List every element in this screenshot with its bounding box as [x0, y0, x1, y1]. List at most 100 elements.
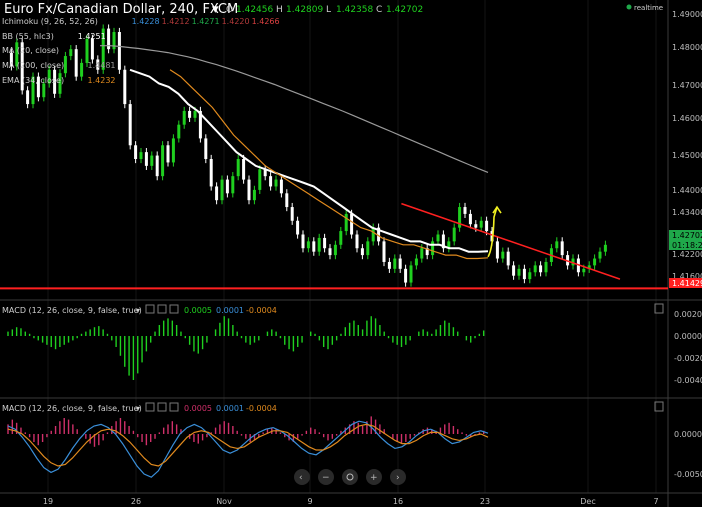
- time-axis[interactable]: 19 26 Nov 9 16 23 Dec 7: [43, 497, 659, 506]
- candle-body: [96, 59, 100, 70]
- macd2-maximize-icon[interactable]: [654, 401, 664, 412]
- candle-body: [9, 52, 13, 67]
- trendline[interactable]: [401, 202, 621, 280]
- candle-body: [495, 241, 499, 259]
- candle-body: [85, 38, 89, 63]
- candle-body: [225, 179, 229, 194]
- macd1-hide-icon[interactable]: [157, 304, 167, 314]
- symbol-dropdown-icon[interactable]: ▾: [212, 2, 219, 17]
- candle-body: [296, 220, 300, 235]
- indicator-line: [129, 68, 489, 253]
- candle-body: [474, 224, 478, 228]
- macd1-axis[interactable]: 0.0020 0.0000 -0.0020 -0.0040: [674, 310, 702, 385]
- current-price-tag-text: 1.42702: [672, 231, 702, 240]
- candle-body: [512, 265, 516, 276]
- candle-body: [90, 38, 94, 60]
- candle-body: [247, 179, 251, 201]
- candle-body: [533, 265, 537, 273]
- indicator-name[interactable]: Ichimoku (9, 26, 52, 26): [2, 17, 98, 26]
- arrow-head-icon: [492, 205, 502, 214]
- candle-body: [47, 69, 51, 84]
- realtime-dot-icon: [626, 4, 632, 10]
- macd2-settings-icon[interactable]: [145, 402, 155, 412]
- macd2-tick-label: -0.0050: [674, 470, 702, 479]
- time-tick-label: 16: [393, 497, 403, 506]
- ohlc-readout: O 1.42456 H 1.42809 L 1.42358 C 1.42702: [226, 5, 423, 15]
- ohlc-key: L: [326, 5, 331, 15]
- macd-pane-2[interactable]: [7, 416, 489, 478]
- candle-body: [539, 265, 543, 273]
- candle-body: [344, 213, 348, 232]
- indicator-name[interactable]: BB (55, hlc3): [2, 32, 54, 41]
- macd2-value-signal: -0.0004: [246, 404, 277, 413]
- main-price-pane[interactable]: [0, 24, 668, 290]
- macd2-hide-icon[interactable]: [157, 402, 167, 412]
- candle-body: [603, 244, 607, 252]
- candle-body: [398, 258, 402, 269]
- indicator-name[interactable]: EMA (34, close): [2, 76, 64, 85]
- time-tick-label: 23: [480, 497, 490, 506]
- indicator-name[interactable]: MA (20, close): [2, 46, 59, 55]
- reset-icon: [346, 473, 354, 481]
- macd2-dropdown-icon[interactable]: ▾: [136, 404, 140, 413]
- reset-button[interactable]: [342, 469, 358, 485]
- candle-body: [242, 159, 246, 180]
- macd1-maximize-icon[interactable]: [654, 303, 664, 314]
- ohlc-value: 1.42809: [286, 5, 323, 15]
- macd1-value-macd: 0.0001: [216, 306, 244, 315]
- candle-body: [587, 265, 591, 269]
- macd1-close-icon[interactable]: [169, 304, 179, 314]
- ohlc-value: 1.42456: [236, 5, 273, 15]
- macd1-tick-label: 0.0000: [674, 332, 702, 341]
- price-tick-label: 1.49000: [672, 10, 702, 19]
- candle-body: [161, 145, 165, 177]
- price-tick-label: 1.42200: [672, 250, 702, 259]
- macd2-axis[interactable]: 0.0000 -0.0050: [674, 430, 702, 479]
- indicator-value: 1.4228: [132, 17, 160, 26]
- realtime-label: realtime: [634, 4, 663, 12]
- ohlc-value: 1.42358: [336, 5, 373, 15]
- candle-body: [441, 234, 445, 249]
- macd1-dropdown-icon[interactable]: ▾: [136, 306, 140, 315]
- macd1-value-signal: -0.0004: [246, 306, 277, 315]
- candle-body: [598, 251, 602, 259]
- indicator-value: 1.4251: [78, 32, 106, 41]
- candle-body: [193, 110, 197, 118]
- symbol-title[interactable]: Euro Fx/Canadian Dollar, 240, FXCM: [4, 2, 238, 17]
- candle-body: [252, 189, 256, 201]
- scroll-left-button[interactable]: [294, 469, 310, 485]
- candle-body: [560, 241, 564, 256]
- macd2-close-icon[interactable]: [169, 402, 179, 412]
- candle-body: [144, 152, 148, 166]
- candle-body: [112, 32, 116, 50]
- candle-body: [279, 179, 283, 194]
- candle-body: [204, 138, 208, 159]
- macd2-label[interactable]: MACD (12, 26, close, 9, false, true): [2, 404, 142, 413]
- candle-body: [350, 213, 354, 235]
- ohlc-key: O: [226, 5, 233, 15]
- candle-body: [387, 261, 391, 269]
- macd-pane-1[interactable]: [7, 316, 485, 380]
- macd1-label[interactable]: MACD (12, 26, close, 9, false, true): [2, 306, 142, 315]
- candle-body: [479, 220, 483, 228]
- zoom-out-button[interactable]: [318, 469, 334, 485]
- candle-body: [166, 145, 170, 163]
- macd1-settings-icon[interactable]: [145, 304, 155, 314]
- candle-body: [582, 268, 586, 273]
- indicator-name[interactable]: MA (200, close): [2, 61, 64, 70]
- candle-body: [231, 176, 235, 194]
- candle-body: [171, 138, 175, 163]
- candle-body: [150, 155, 154, 166]
- forecast-arrow[interactable]: [487, 206, 498, 258]
- time-tag-text: 01:18:25: [672, 241, 702, 250]
- indicator-value: 1.4220: [222, 17, 250, 26]
- zoom-in-button[interactable]: [366, 469, 382, 485]
- price-axis[interactable]: 1.49000 1.48000 1.47000 1.46000 1.45000 1.440…: [672, 10, 702, 281]
- candle-body: [36, 76, 40, 98]
- candle-body: [382, 241, 386, 262]
- chevron-left-icon: ‹: [299, 473, 303, 483]
- scroll-right-button[interactable]: [390, 469, 406, 485]
- macd2-signal-line: [7, 423, 489, 467]
